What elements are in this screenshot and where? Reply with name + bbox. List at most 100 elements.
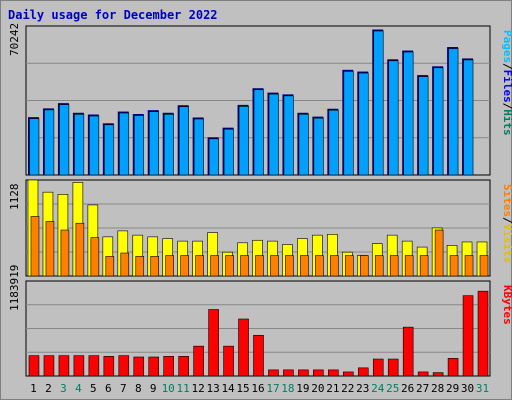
side-label-pages: Pages xyxy=(501,30,512,63)
x-tick-label: 21 xyxy=(326,382,339,395)
side-label-kbytes: KBytes xyxy=(501,285,512,325)
y-max-label: 70242 xyxy=(8,23,21,56)
bar-sites xyxy=(330,255,339,277)
bar-kbytes xyxy=(372,358,384,377)
bar-sites xyxy=(359,255,369,277)
x-tick-label: 19 xyxy=(296,382,309,395)
x-tick-label: 26 xyxy=(401,382,414,395)
bar-kbytes xyxy=(118,355,130,377)
bar-hits xyxy=(178,106,189,176)
bar-sites xyxy=(389,255,399,277)
bar-sites xyxy=(195,255,204,277)
bar-kbytes xyxy=(462,295,474,377)
bar-kbytes xyxy=(253,334,264,377)
bar-hits xyxy=(328,109,339,176)
bar-sites xyxy=(210,255,219,277)
bar-hits xyxy=(148,111,160,176)
bar-hits xyxy=(44,109,55,176)
bar-hits xyxy=(104,124,115,176)
chart-panel-2: 1128 Sites/Visits xyxy=(8,179,512,277)
bar-hits xyxy=(29,118,40,176)
bar-kbytes xyxy=(387,358,399,377)
x-tick-label: 1 xyxy=(30,382,37,395)
bar-hits xyxy=(253,89,264,176)
bar-kbytes xyxy=(313,369,324,377)
x-tick-label: 14 xyxy=(221,382,235,395)
bar-hits xyxy=(59,104,70,176)
x-tick-label: 17 xyxy=(266,382,279,395)
x-tick-label: 15 xyxy=(236,382,249,395)
bar-sites xyxy=(270,255,279,277)
bar-hits xyxy=(238,106,249,176)
side-label-separator: / xyxy=(501,217,512,224)
bar-kbytes xyxy=(328,369,339,377)
bar-sites xyxy=(255,255,264,277)
bar-sites xyxy=(300,255,309,277)
bar-sites xyxy=(464,255,474,277)
side-label-hits: Hits xyxy=(501,109,512,136)
bar-kbytes xyxy=(178,356,189,377)
bar-sites xyxy=(180,255,189,277)
bar-kbytes xyxy=(58,355,70,377)
bar-kbytes xyxy=(268,369,279,377)
x-tick-label: 4 xyxy=(75,382,82,395)
bar-sites xyxy=(404,255,414,277)
x-tick-label: 12 xyxy=(192,382,205,395)
x-tick-label: 5 xyxy=(90,382,97,395)
bar-sites xyxy=(225,255,234,277)
bar-kbytes xyxy=(223,345,234,377)
bar-sites xyxy=(45,221,55,277)
bar-sites xyxy=(434,229,444,277)
bar-hits xyxy=(74,113,85,176)
bar-kbytes xyxy=(432,372,444,377)
bar-sites xyxy=(285,255,294,277)
bar-hits xyxy=(208,138,219,176)
side-label-separator: / xyxy=(501,63,512,70)
bar-kbytes xyxy=(283,369,294,377)
bar-kbytes xyxy=(73,355,85,377)
bar-kbytes xyxy=(133,356,145,377)
x-tick-label: 24 xyxy=(371,382,385,395)
bar-sites xyxy=(60,229,70,277)
side-legend: Pages/Files/Hits xyxy=(501,30,512,136)
bar-hits xyxy=(343,71,354,176)
x-tick-label: 28 xyxy=(431,382,444,395)
x-tick-label: 29 xyxy=(446,382,459,395)
x-tick-label: 27 xyxy=(416,382,429,395)
x-tick-label: 11 xyxy=(177,382,190,395)
bar-hits xyxy=(373,30,384,176)
bar-sites xyxy=(90,237,100,277)
bar-hits xyxy=(283,95,294,176)
bar-kbytes xyxy=(163,356,174,377)
x-tick-label: 2 xyxy=(45,382,52,395)
bar-hits xyxy=(358,72,369,176)
bar-hits xyxy=(193,118,204,176)
bar-kbytes xyxy=(88,355,100,377)
bar-hits xyxy=(313,117,324,176)
bar-hits xyxy=(463,59,474,176)
bar-hits xyxy=(223,128,234,176)
bar-sites xyxy=(120,252,130,277)
bar-sites xyxy=(30,216,40,277)
x-tick-label: 6 xyxy=(105,382,112,395)
bar-sites xyxy=(419,255,429,277)
bar-kbytes xyxy=(343,371,354,377)
bar-hits xyxy=(133,115,145,176)
bar-kbytes xyxy=(238,318,249,377)
bar-sites xyxy=(374,255,384,277)
bar-sites xyxy=(240,255,249,277)
bar-sites xyxy=(165,255,174,277)
bar-hits xyxy=(418,76,429,176)
bar-hits xyxy=(388,60,399,176)
bar-kbytes xyxy=(148,356,160,377)
bar-hits xyxy=(119,112,130,176)
bar-hits xyxy=(298,113,309,176)
bar-sites xyxy=(135,256,145,277)
side-legend: Sites/Visits xyxy=(501,184,512,263)
bar-sites xyxy=(479,255,489,277)
bar-hits xyxy=(403,51,414,176)
x-tick-label: 8 xyxy=(135,382,142,395)
